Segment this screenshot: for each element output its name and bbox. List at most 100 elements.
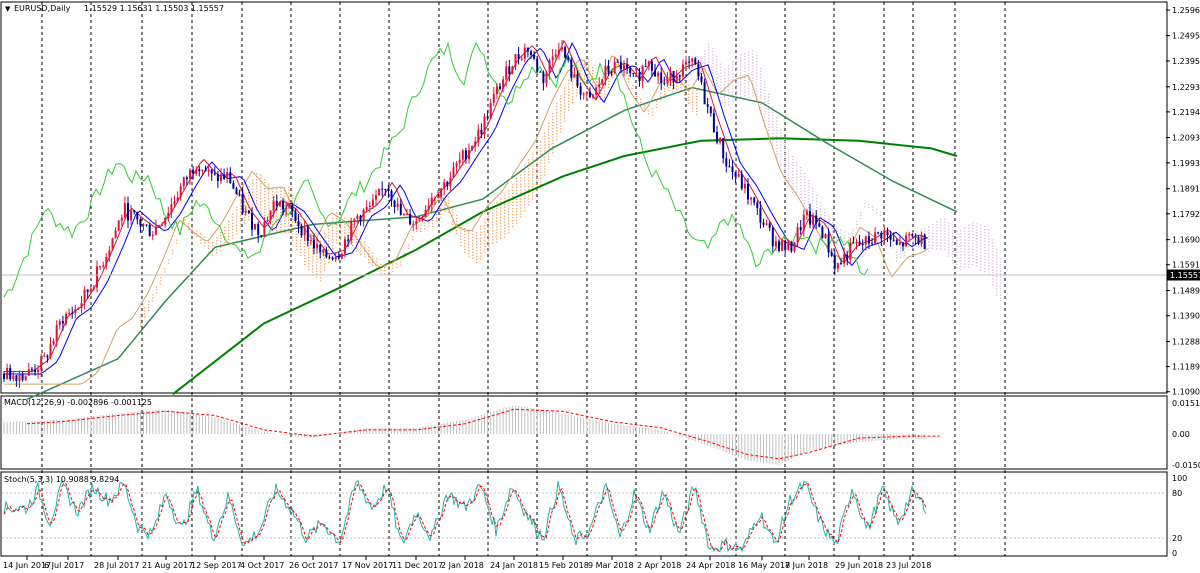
cloud-dot [472,245,474,247]
cloud-dot [740,57,742,59]
cloud-dot [724,93,726,95]
candle-body [650,61,653,71]
cloud-dot [804,199,806,202]
candle-body [898,242,901,245]
cloud-dot [476,259,478,261]
cloud-dot [572,96,574,98]
cloud-dot [740,96,742,98]
cloud-dot [756,60,758,62]
cloud-dot [692,95,694,97]
cloud-dot [780,153,782,155]
cloud-dot [460,226,462,228]
cloud-dot [252,188,254,190]
cloud-dot [732,61,734,63]
cloud-dot [232,216,234,218]
cloud-dot [984,225,986,228]
cloud-dot [576,95,578,97]
cloud-dot [332,247,334,250]
cloud-dot [800,184,802,187]
cloud-dot [144,313,146,315]
cloud-dot [536,162,538,164]
cloud-dot [720,96,722,98]
cloud-dot [268,216,270,218]
cloud-dot [992,266,994,268]
cloud-dot [964,266,966,268]
cloud-dot [224,238,226,241]
price-indicator-lines [3,39,958,400]
cloud-dot [152,300,154,302]
cloud-dot [752,80,754,82]
cloud-dot [592,69,594,72]
cloud-dot [484,225,486,227]
candle-body [148,224,151,237]
price-tick-label: 1.17920 [1172,210,1200,219]
cloud-dot [312,256,314,258]
cloud-dot [260,186,262,188]
cloud-dot [668,90,670,92]
symbol-dropdown-icon[interactable]: ▼ [5,5,11,13]
cloud-dot [580,79,582,81]
cloud-dot [600,95,602,98]
cloud-dot [724,102,726,104]
candle-body [895,240,898,245]
cloud-dot [600,92,602,95]
cloud-dot [788,150,790,152]
cloud-dot [552,136,554,139]
cloud-dot [560,122,562,124]
cloud-dot [192,229,194,231]
candle-body [610,72,613,74]
cloud-dot [804,181,806,184]
cloud-dot [824,208,826,211]
candle-body [145,224,148,226]
cloud-dot [468,235,470,237]
cloud-dot [760,85,762,87]
candle-body [474,141,477,147]
cloud-dot [328,228,330,230]
cloud-dot [264,214,266,217]
cloud-dot [800,178,802,181]
candle-body [92,287,95,289]
candle-body [836,262,839,269]
cloud-dot [752,77,754,79]
cloud-dot [672,85,674,87]
cloud-dot [288,186,290,188]
candle-body [201,169,204,172]
cloud-dot [524,204,526,206]
cloud-dot [320,262,322,264]
cloud-dot [272,221,274,223]
cloud-dot [808,195,810,197]
cloud-dot [536,174,538,176]
candle-body [784,240,787,250]
cloud-dot [760,88,762,90]
cloud-dot [796,164,798,166]
cloud-dot [728,104,730,106]
cloud-dot [228,235,230,238]
candle-body [334,256,337,260]
cloud-dot [776,120,778,122]
cloud-dot [412,239,414,241]
cloud-dot [552,145,554,148]
cloud-dot [728,77,730,79]
cloud-dot [324,245,326,247]
cloud-dot [916,230,918,232]
candle-body [136,212,139,220]
cloud-dot [772,121,774,123]
candle-body [365,206,368,210]
cloud-dot [488,227,490,229]
candle-body [511,66,514,75]
cloud-dot [956,248,958,250]
candle-body [827,234,830,253]
cloud-dot [476,256,478,258]
cloud-dot [360,250,362,252]
cloud-dot [892,241,894,243]
cloud-dot [784,146,786,149]
cloud-dot [268,198,270,200]
cloud-dot [452,205,454,207]
cloud-dot [608,80,610,82]
cloud-dot [548,137,550,139]
cloud-dot [464,245,466,248]
cloud-dot [732,73,734,75]
cloud-dot [392,267,394,269]
candle-body [24,375,27,380]
cloud-dot [500,222,502,224]
